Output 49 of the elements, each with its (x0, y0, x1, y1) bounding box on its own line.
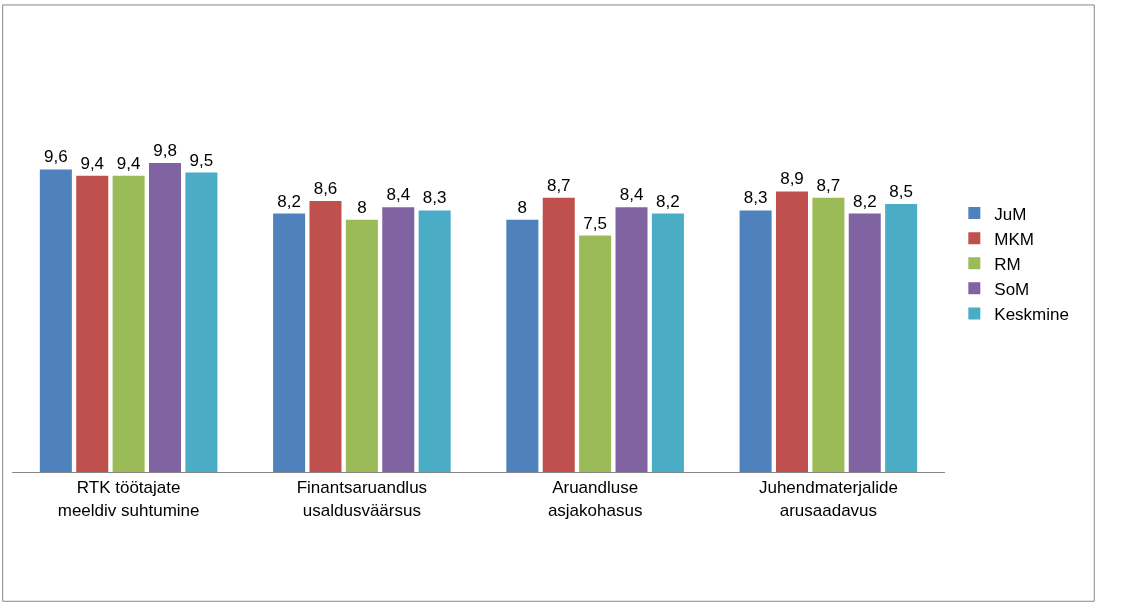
data-label: 8,2 (277, 191, 301, 211)
data-label: 8,7 (546, 175, 571, 195)
legend-label: Keskmine (994, 305, 1069, 325)
bar (848, 213, 881, 472)
data-label: 9,6 (44, 147, 68, 167)
data-label: 9,4 (80, 153, 105, 173)
data-label: 8 (517, 197, 528, 217)
bar (615, 207, 648, 472)
bar (76, 175, 109, 472)
x-tick-label: RTK töötajate meeldiv suhtumine (57, 478, 200, 520)
data-label: 8,6 (313, 178, 338, 198)
bar (309, 200, 342, 472)
bar (418, 210, 451, 472)
data-label: 9,8 (153, 141, 177, 161)
data-label: 9,4 (116, 153, 141, 173)
data-label: 8,4 (619, 185, 644, 205)
legend-label: SoM (994, 279, 1030, 299)
bar (651, 213, 684, 472)
x-tick-label: Juhendmaterjalide arusaadavus (758, 478, 898, 520)
bar (739, 210, 772, 472)
bar (506, 219, 539, 472)
bar (382, 207, 415, 472)
bar (112, 175, 145, 472)
bar (149, 163, 182, 472)
legend-label: MKM (994, 229, 1034, 249)
bar (39, 169, 72, 472)
data-label: 8,2 (656, 191, 680, 211)
bar (273, 213, 306, 472)
x-tick-label: Finantsaruandlus usaldusväärsus (296, 478, 428, 520)
data-label: 8,9 (780, 169, 804, 189)
bar (185, 172, 218, 472)
legend-label: JuM (994, 204, 1027, 224)
x-tick-label: Aruandluse asjakohasus (547, 478, 643, 520)
legend-label: RM (994, 254, 1021, 274)
bar (885, 204, 918, 472)
bar (345, 219, 378, 472)
bar (812, 197, 845, 472)
data-label: 8,4 (386, 185, 411, 205)
bar (579, 235, 612, 472)
data-label: 8,5 (889, 182, 913, 202)
data-label: 8 (357, 197, 367, 217)
data-label: 8,3 (743, 188, 768, 208)
data-label: 8,3 (422, 188, 447, 208)
data-label: 8,7 (816, 175, 841, 195)
data-label: 8,2 (852, 191, 877, 211)
bar (542, 197, 575, 472)
bar (775, 191, 808, 472)
data-label: 9,5 (189, 150, 214, 170)
data-label: 7,5 (583, 213, 607, 233)
